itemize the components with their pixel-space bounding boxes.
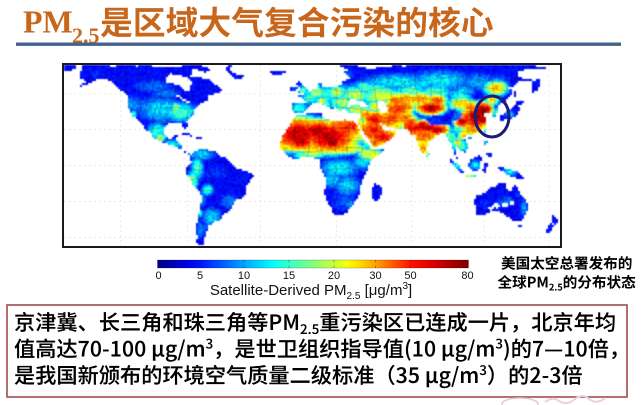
svg-text:PM: PM xyxy=(23,4,73,40)
